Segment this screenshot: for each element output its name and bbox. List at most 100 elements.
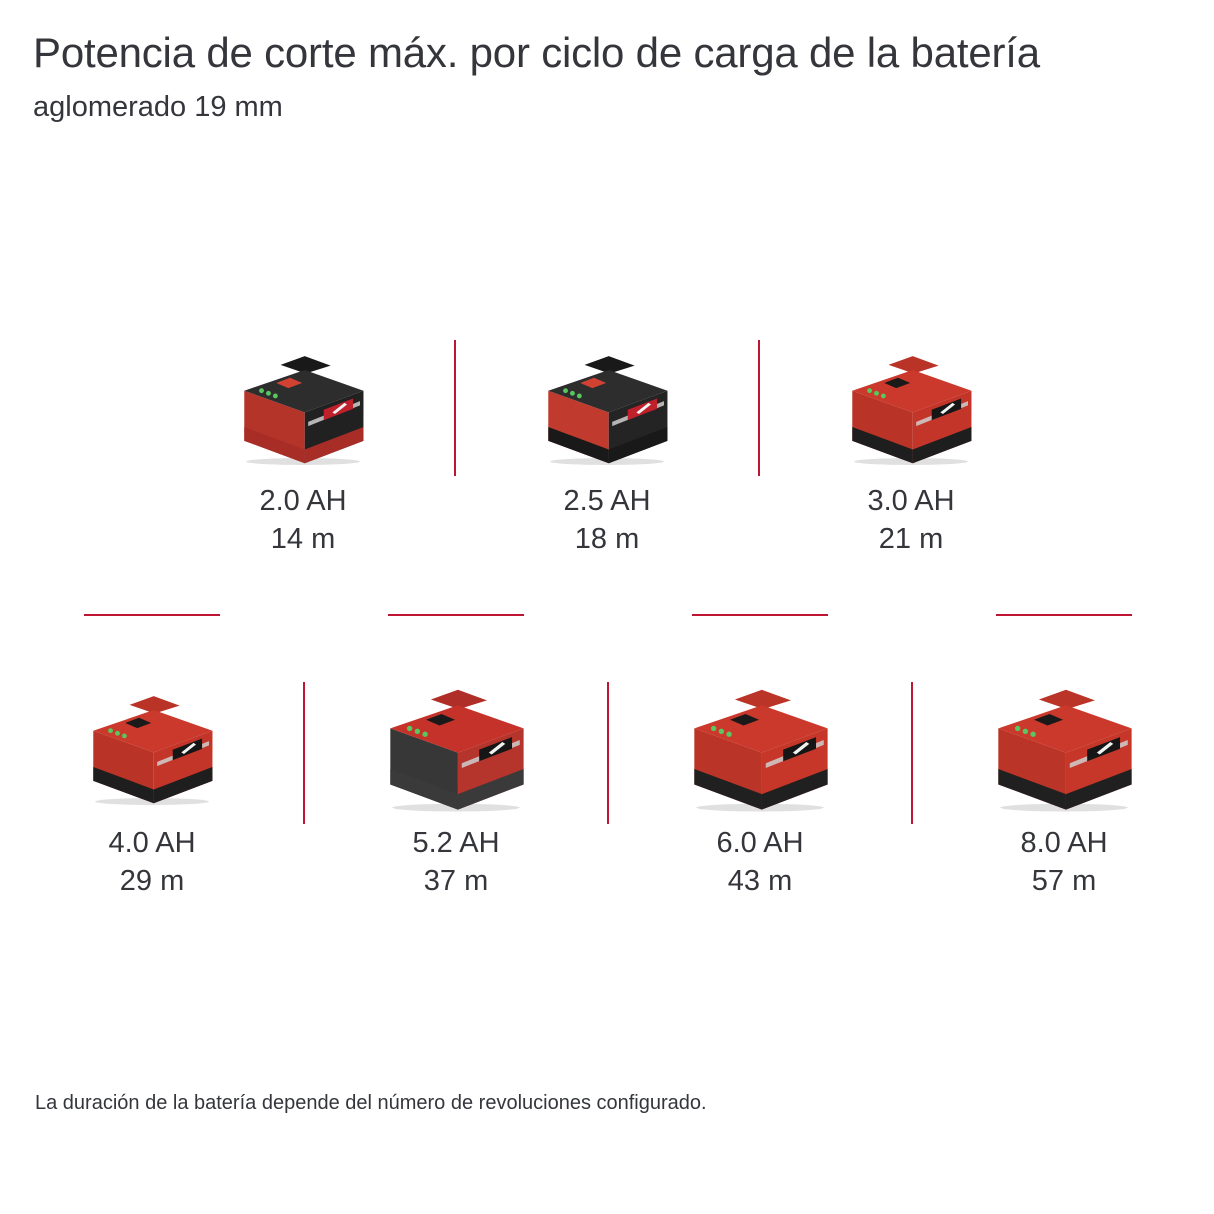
battery-front-band <box>694 769 762 810</box>
battery-slider-button <box>426 714 456 726</box>
distance-label: 57 m <box>1031 865 1097 897</box>
battery-image-box <box>608 672 912 824</box>
battery-icon <box>852 356 972 465</box>
battery-image-box <box>912 672 1214 824</box>
battery-top-face <box>244 370 364 413</box>
battery-logo-x <box>940 402 956 415</box>
battery-led <box>259 388 264 394</box>
distance-label: 37 m <box>423 865 489 897</box>
battery-image-box <box>0 672 304 824</box>
battery-led <box>108 728 113 734</box>
row-divider <box>388 614 524 616</box>
battery-led <box>726 731 732 738</box>
battery-row-2: 4.0 AH 29 m <box>0 672 1214 900</box>
battery-logo-x <box>488 742 506 755</box>
battery-led <box>867 388 872 394</box>
battery-icon <box>93 696 213 805</box>
battery-top-face <box>548 370 668 413</box>
column-divider <box>454 340 456 476</box>
battery-led <box>718 728 725 735</box>
battery-front-band <box>390 769 458 810</box>
distance-label: 14 m <box>270 523 336 555</box>
battery-hump <box>280 356 331 374</box>
battery-top-face <box>998 705 1132 753</box>
battery-slider-button <box>884 377 911 389</box>
battery-icon <box>998 690 1132 812</box>
battery-led <box>422 731 428 738</box>
battery-led <box>710 725 717 732</box>
battery-led <box>1022 728 1029 735</box>
row-divider <box>996 614 1132 616</box>
distance-label: 18 m <box>574 523 640 555</box>
battery-image-box <box>455 334 759 482</box>
battery-icon <box>694 690 828 812</box>
battery-top-face <box>852 370 972 413</box>
battery-front-band <box>548 427 609 464</box>
battery-top-face <box>694 705 828 753</box>
battery-front-band <box>998 769 1066 810</box>
battery-led <box>414 728 421 735</box>
column-divider <box>758 340 760 476</box>
battery-side-band <box>457 769 524 810</box>
battery-side-band <box>608 427 668 464</box>
battery-logo-x <box>332 402 348 415</box>
battery-led <box>121 733 127 739</box>
battery-led <box>266 390 271 396</box>
battery-side-band <box>153 767 213 804</box>
battery-top-face <box>93 710 213 753</box>
battery-logo-x <box>636 402 652 415</box>
battery-cell-6-0-ah: 6.0 AH 43 m <box>608 672 912 900</box>
distance-label: 21 m <box>878 523 944 555</box>
battery-led <box>1014 725 1021 732</box>
battery-icon <box>390 690 524 812</box>
battery-front-band <box>93 767 154 804</box>
battery-hump <box>584 356 635 374</box>
battery-icon <box>548 356 668 465</box>
row-divider <box>692 614 828 616</box>
page-title: Potencia de corte máx. por ciclo de carg… <box>33 29 1040 76</box>
battery-side-band <box>912 427 972 464</box>
battery-slider-button <box>730 714 760 726</box>
footnote: La duración de la batería depende del nú… <box>35 1092 707 1114</box>
capacity-label: 2.5 AH <box>563 485 651 517</box>
battery-cell-8-0-ah: 8.0 AH 57 m <box>912 672 1214 900</box>
battery-slider-button <box>125 717 152 729</box>
column-divider <box>607 682 609 824</box>
battery-hump <box>888 356 939 374</box>
battery-cell-4-0-ah: 4.0 AH 29 m <box>0 672 304 900</box>
battery-led <box>406 725 413 732</box>
capacity-label: 4.0 AH <box>108 827 196 859</box>
battery-led <box>272 393 278 399</box>
battery-side-band <box>1065 769 1132 810</box>
battery-led <box>576 393 582 399</box>
battery-top-face <box>390 705 524 753</box>
battery-led <box>880 393 886 399</box>
battery-front-band <box>244 427 305 464</box>
battery-hump <box>1038 690 1095 710</box>
capacity-label: 2.0 AH <box>259 485 347 517</box>
battery-side-band <box>761 769 828 810</box>
battery-cell-2-0-ah: 2.0 AH 14 m <box>151 334 455 558</box>
battery-led <box>115 730 120 736</box>
battery-image-box <box>304 672 608 824</box>
battery-image-box <box>151 334 455 482</box>
distance-label: 43 m <box>727 865 793 897</box>
battery-row-1: 2.0 AH 14 m <box>151 334 1063 558</box>
battery-led <box>874 390 879 396</box>
battery-slider-button <box>1034 714 1064 726</box>
battery-slider-button <box>580 377 607 389</box>
page-subtitle: aglomerado 19 mm <box>33 91 283 123</box>
battery-hump <box>129 696 180 714</box>
battery-hump <box>734 690 791 710</box>
battery-hump <box>430 690 487 710</box>
battery-led <box>563 388 568 394</box>
battery-slider-button <box>276 377 303 389</box>
capacity-label: 6.0 AH <box>716 827 804 859</box>
battery-logo-x <box>792 742 810 755</box>
column-divider <box>303 682 305 824</box>
battery-cell-5-2-ah: 5.2 AH 37 m <box>304 672 608 900</box>
battery-cell-2-5-ah: 2.5 AH 18 m <box>455 334 759 558</box>
battery-led <box>1030 731 1036 738</box>
capacity-label: 8.0 AH <box>1020 827 1108 859</box>
